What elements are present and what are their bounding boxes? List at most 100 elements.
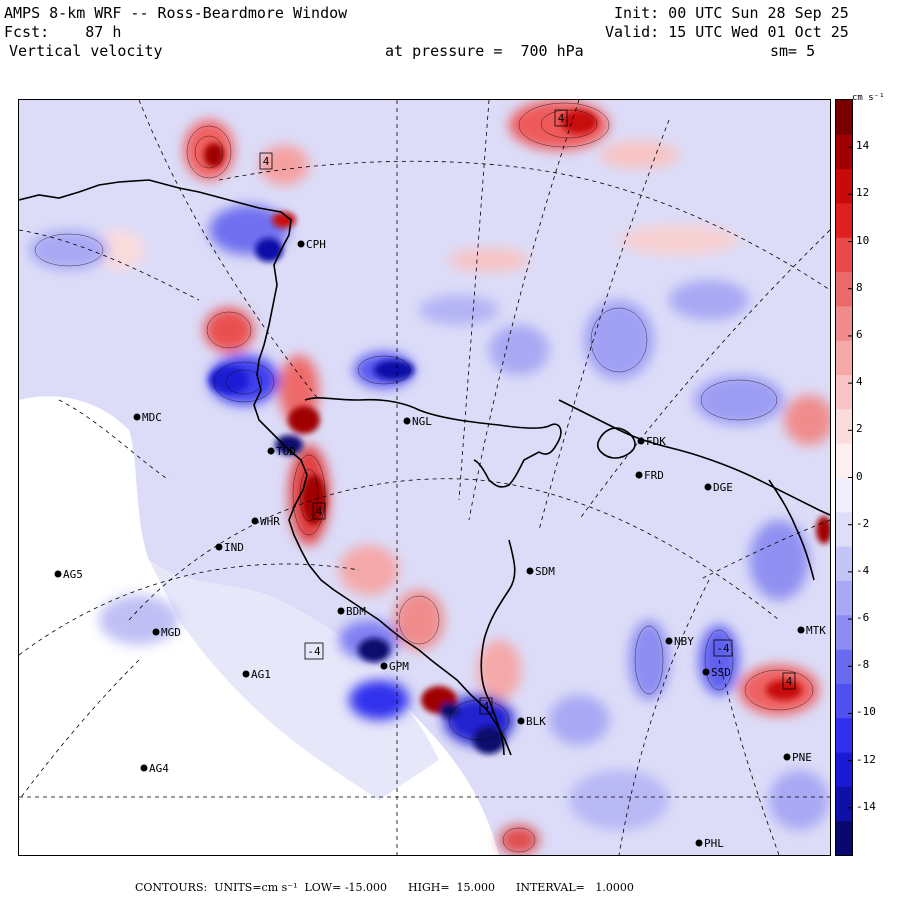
colorbar-segment <box>836 340 852 376</box>
station-dot <box>251 517 259 525</box>
station-dot <box>297 240 305 248</box>
contour-label-text: -4 <box>307 645 321 658</box>
colorbar-tick-label: 0 <box>856 469 863 483</box>
station-dot <box>635 471 643 479</box>
colorbar-segment <box>836 820 852 855</box>
colorbar-segment <box>836 717 852 753</box>
station-ag1[interactable]: AG1 <box>242 668 271 681</box>
station-label: IND <box>224 541 244 554</box>
station-ind[interactable]: IND <box>215 541 244 554</box>
station-label: SDM <box>535 565 555 578</box>
station-blk[interactable]: BLK <box>517 715 547 728</box>
station-label: AG1 <box>251 668 271 681</box>
station-pne[interactable]: PNE <box>783 751 812 764</box>
contour-info: CONTOURS: UNITS=cm s⁻¹ LOW= -15.000 HIGH… <box>135 881 634 894</box>
station-mtk[interactable]: MTK <box>797 624 827 637</box>
colorbar-tick-label: -8 <box>856 658 870 672</box>
station-dot <box>152 628 160 636</box>
station-ag5[interactable]: AG5 <box>54 568 83 581</box>
colorbar-scale <box>836 100 852 855</box>
contour-label-text: 4 <box>786 675 793 688</box>
colorbar-units: cm s⁻¹ <box>852 93 885 103</box>
station-phl[interactable]: PHL <box>695 837 725 850</box>
station-label: MTK <box>806 624 826 637</box>
contour-label: -4 <box>713 639 733 657</box>
station-dot <box>215 543 223 551</box>
colorbar-segment <box>836 374 852 410</box>
station-fdk[interactable]: FDK <box>637 435 667 448</box>
colorbar-segment <box>836 511 852 547</box>
station-label: GPM <box>389 660 409 673</box>
station-dot <box>783 753 791 761</box>
station-label: AG5 <box>63 568 83 581</box>
station-dot <box>54 570 62 578</box>
station-sdm[interactable]: SDM <box>526 565 556 578</box>
contour-labels: 4 4 4 -4 4 -4 4 <box>259 109 796 715</box>
station-cph[interactable]: CPH <box>297 238 326 251</box>
station-tod[interactable]: TOD <box>267 445 296 458</box>
colorbar-tick-label: -10 <box>856 705 876 719</box>
station-dot <box>133 413 141 421</box>
colorbar-tick-label: 10 <box>856 233 870 247</box>
station-dge[interactable]: DGE <box>704 481 733 494</box>
colorbar-tick-label: 4 <box>856 375 863 389</box>
station-dot <box>403 417 411 425</box>
colorbar-tick-label: 14 <box>856 139 870 153</box>
contour-lines <box>34 102 814 853</box>
init-time: Init: 00 UTC Sun 28 Sep 25 <box>614 4 849 22</box>
smoothing-value: sm= 5 <box>770 42 816 60</box>
contour-label-box <box>713 639 733 657</box>
station-ssd[interactable]: SSD <box>702 666 731 679</box>
contour-label-text: 4 <box>263 155 270 168</box>
station-label: WHR <box>260 515 280 528</box>
station-mdc[interactable]: MDC <box>133 411 162 424</box>
colorbar-segment <box>836 477 852 513</box>
station-bdm[interactable]: BDM <box>337 605 367 618</box>
contour-label-text: 4 <box>483 700 490 713</box>
station-dot <box>517 717 525 725</box>
station-dot <box>242 670 250 678</box>
colorbar-segment <box>836 443 852 478</box>
station-label: BDM <box>346 605 366 618</box>
station-label: MDC <box>142 411 162 424</box>
colorbar-tick-label: -2 <box>856 516 870 530</box>
colorbar-segment <box>836 100 852 135</box>
colorbar-segment <box>836 202 852 238</box>
colorbar-segment <box>836 305 852 341</box>
contour-label-text: 4 <box>316 505 323 518</box>
colorbar-segment <box>836 237 852 273</box>
station-frd[interactable]: FRD <box>635 469 664 482</box>
station-label: SSD <box>711 666 731 679</box>
colorbar-segment <box>836 683 852 719</box>
station-label: DGE <box>713 481 733 494</box>
station-dot <box>140 764 148 772</box>
colorbar-tick-label: -6 <box>856 611 870 625</box>
contour-label: 4 <box>259 152 273 170</box>
station-nby[interactable]: NBY <box>665 635 695 648</box>
station-ag4[interactable]: AG4 <box>140 762 170 775</box>
colorbar-segment <box>836 546 852 581</box>
colorbar-segment <box>836 752 852 787</box>
colorbar-segment <box>836 134 852 170</box>
colorbar-tick-label: 8 <box>856 280 863 294</box>
colorbar-tick-label: -14 <box>856 799 876 813</box>
station-label: PNE <box>792 751 812 764</box>
contour-label: 4 <box>782 672 796 690</box>
map-panel[interactable]: 4 4 4 -4 4 -4 4 CPH MDC NGL FDK FRD DGE TOD WHR IND AG5… <box>18 99 831 856</box>
contour-label: -4 <box>304 642 324 660</box>
station-mgd[interactable]: MGD <box>152 626 181 639</box>
stations: CPH MDC NGL FDK FRD DGE TOD WHR IND AG5 SDM MGD BDM N… <box>54 238 827 850</box>
contour-label-text: -4 <box>716 642 730 655</box>
vertical-velocity-map[interactable]: 4 4 4 -4 4 -4 4 CPH MDC NGL FDK FRD DGE TOD WHR IND AG5… <box>19 100 830 855</box>
station-ngl[interactable]: NGL <box>403 415 433 428</box>
colorbar <box>835 99 853 856</box>
station-gpm[interactable]: GPM <box>380 660 410 673</box>
contour-label-box <box>304 642 324 660</box>
forecast-hour: Fcst: 87 h <box>4 23 122 41</box>
contour-label-box <box>312 502 326 520</box>
station-dot <box>704 483 712 491</box>
station-dot <box>695 839 703 847</box>
contour-label: 4 <box>479 697 493 715</box>
station-whr[interactable]: WHR <box>251 515 281 528</box>
station-label: TOD <box>276 445 296 458</box>
